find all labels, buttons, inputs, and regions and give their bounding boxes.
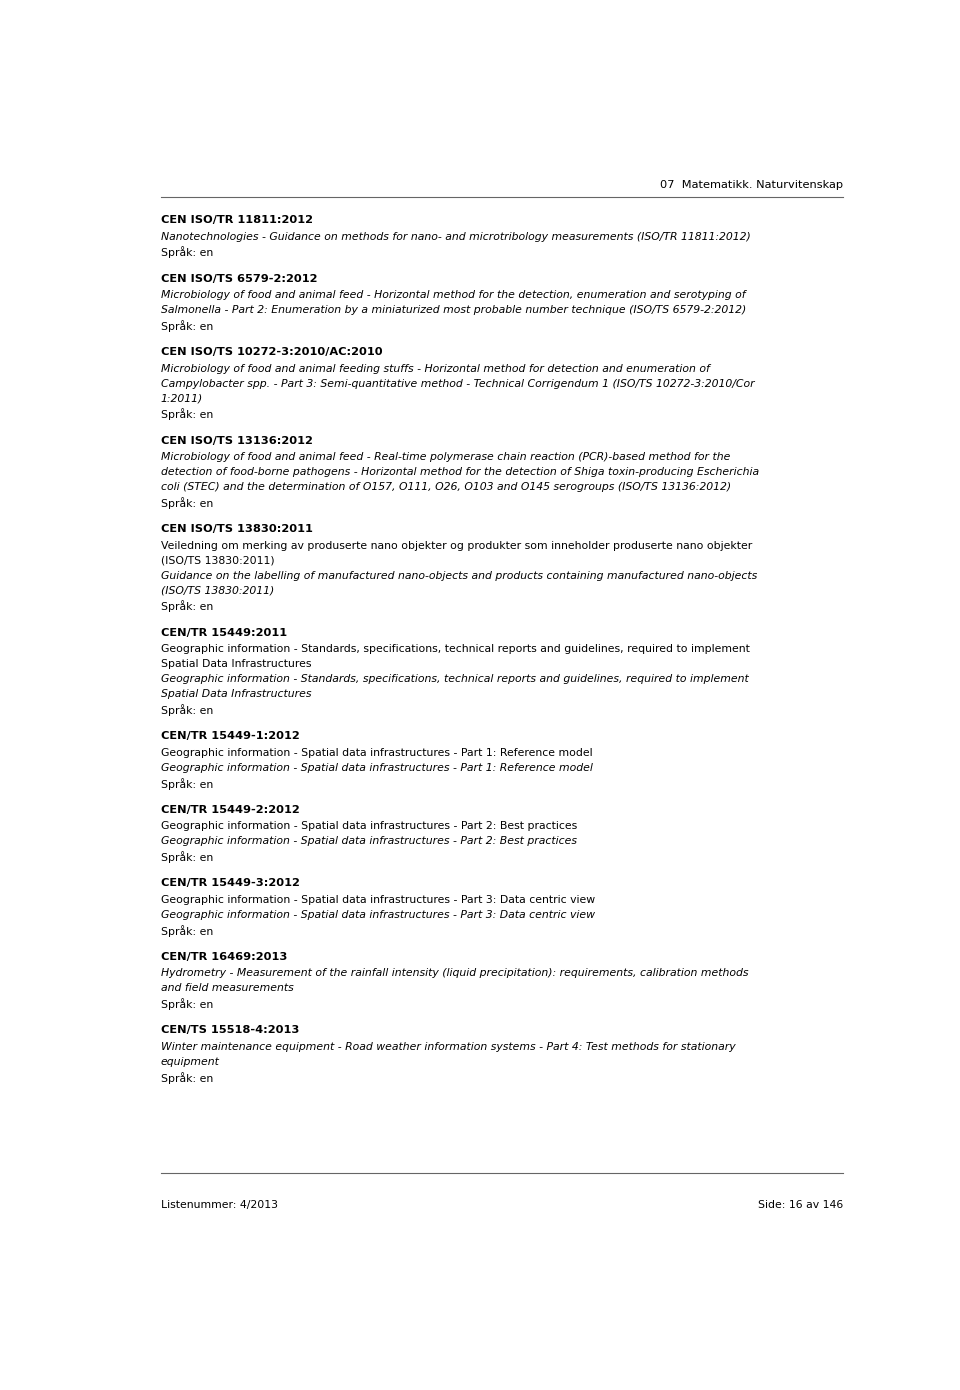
Text: Spatial Data Infrastructures: Spatial Data Infrastructures: [161, 659, 311, 669]
Text: Campylobacter spp. - Part 3: Semi-quantitative method - Technical Corrigendum 1 : Campylobacter spp. - Part 3: Semi-quanti…: [161, 378, 755, 389]
Text: equipment: equipment: [161, 1056, 220, 1066]
Text: coli (STEC) and the determination of O157, O111, O26, O103 and O145 serogroups (: coli (STEC) and the determination of O15…: [161, 482, 732, 492]
Text: 07  Matematikk. Naturvitenskap: 07 Matematikk. Naturvitenskap: [660, 181, 843, 190]
Text: (ISO/TS 13830:2011): (ISO/TS 13830:2011): [161, 556, 275, 566]
Text: Veiledning om merking av produserte nano objekter og produkter som inneholder pr: Veiledning om merking av produserte nano…: [161, 541, 753, 550]
Text: CEN ISO/TS 13830:2011: CEN ISO/TS 13830:2011: [161, 524, 313, 534]
Text: CEN/TR 15449:2011: CEN/TR 15449:2011: [161, 627, 287, 638]
Text: CEN ISO/TS 13136:2012: CEN ISO/TS 13136:2012: [161, 435, 313, 446]
Text: Salmonella - Part 2: Enumeration by a miniaturized most probable number techniqu: Salmonella - Part 2: Enumeration by a mi…: [161, 304, 746, 316]
Text: CEN/TS 15518-4:2013: CEN/TS 15518-4:2013: [161, 1026, 300, 1036]
Text: Hydrometry - Measurement of the rainfall intensity (liquid precipitation): requi: Hydrometry - Measurement of the rainfall…: [161, 969, 749, 979]
Text: (ISO/TS 13830:2011): (ISO/TS 13830:2011): [161, 585, 275, 595]
Text: Geographic information - Spatial data infrastructures - Part 2: Best practices: Geographic information - Spatial data in…: [161, 821, 577, 831]
Text: CEN/TR 15449-2:2012: CEN/TR 15449-2:2012: [161, 805, 300, 815]
Text: Side: 16 av 146: Side: 16 av 146: [757, 1201, 843, 1211]
Text: CEN ISO/TR 11811:2012: CEN ISO/TR 11811:2012: [161, 215, 313, 225]
Text: Språk: en: Språk: en: [161, 246, 213, 259]
Text: Geographic information - Spatial data infrastructures - Part 2: Best practices: Geographic information - Spatial data in…: [161, 837, 577, 847]
Text: Språk: en: Språk: en: [161, 851, 213, 863]
Text: CEN/TR 15449-1:2012: CEN/TR 15449-1:2012: [161, 731, 300, 741]
Text: Microbiology of food and animal feeding stuffs - Horizontal method for detection: Microbiology of food and animal feeding …: [161, 364, 709, 374]
Text: Geographic information - Spatial data infrastructures - Part 3: Data centric vie: Geographic information - Spatial data in…: [161, 895, 595, 905]
Text: Winter maintenance equipment - Road weather information systems - Part 4: Test m: Winter maintenance equipment - Road weat…: [161, 1041, 735, 1052]
Text: Geographic information - Spatial data infrastructures - Part 1: Reference model: Geographic information - Spatial data in…: [161, 748, 592, 758]
Text: Språk: en: Språk: en: [161, 320, 213, 332]
Text: Spatial Data Infrastructures: Spatial Data Infrastructures: [161, 689, 311, 699]
Text: CEN ISO/TS 10272-3:2010/AC:2010: CEN ISO/TS 10272-3:2010/AC:2010: [161, 348, 382, 357]
Text: Geographic information - Standards, specifications, technical reports and guidel: Geographic information - Standards, spec…: [161, 674, 749, 684]
Text: Språk: en: Språk: en: [161, 924, 213, 937]
Text: Språk: en: Språk: en: [161, 600, 213, 613]
Text: Språk: en: Språk: en: [161, 409, 213, 421]
Text: Geographic information - Standards, specifications, technical reports and guidel: Geographic information - Standards, spec…: [161, 644, 750, 655]
Text: 1:2011): 1:2011): [161, 393, 204, 403]
Text: Listenummer: 4/2013: Listenummer: 4/2013: [161, 1201, 278, 1211]
Text: CEN/TR 16469:2013: CEN/TR 16469:2013: [161, 952, 287, 962]
Text: Microbiology of food and animal feed - Real-time polymerase chain reaction (PCR): Microbiology of food and animal feed - R…: [161, 452, 731, 461]
Text: Språk: en: Språk: en: [161, 498, 213, 509]
Text: and field measurements: and field measurements: [161, 983, 294, 994]
Text: Microbiology of food and animal feed - Horizontal method for the detection, enum: Microbiology of food and animal feed - H…: [161, 291, 746, 300]
Text: Språk: en: Språk: en: [161, 998, 213, 1011]
Text: CEN ISO/TS 6579-2:2012: CEN ISO/TS 6579-2:2012: [161, 274, 318, 284]
Text: CEN/TR 15449-3:2012: CEN/TR 15449-3:2012: [161, 878, 300, 888]
Text: Språk: en: Språk: en: [161, 777, 213, 790]
Text: Språk: en: Språk: en: [161, 705, 213, 716]
Text: detection of food-borne pathogens - Horizontal method for the detection of Shiga: detection of food-borne pathogens - Hori…: [161, 467, 759, 477]
Text: Geographic information - Spatial data infrastructures - Part 3: Data centric vie: Geographic information - Spatial data in…: [161, 909, 595, 920]
Text: Guidance on the labelling of manufactured nano-objects and products containing m: Guidance on the labelling of manufacture…: [161, 571, 757, 581]
Text: Geographic information - Spatial data infrastructures - Part 1: Reference model: Geographic information - Spatial data in…: [161, 763, 592, 773]
Text: Nanotechnologies - Guidance on methods for nano- and microtribology measurements: Nanotechnologies - Guidance on methods f…: [161, 232, 751, 242]
Text: Språk: en: Språk: en: [161, 1072, 213, 1084]
